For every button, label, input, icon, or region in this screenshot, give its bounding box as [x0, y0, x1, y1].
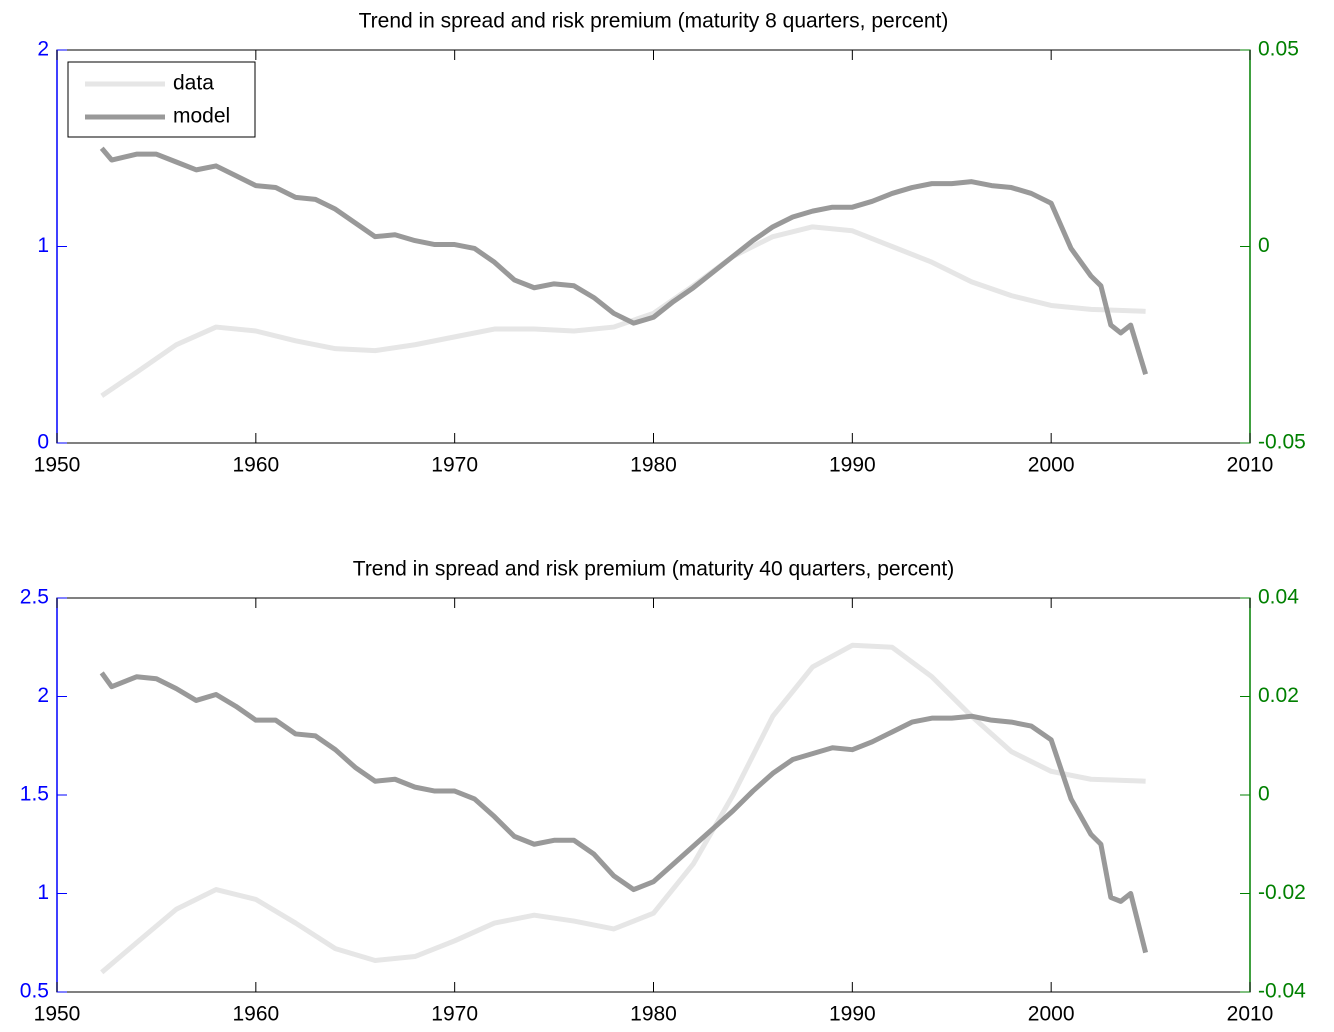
y2-tick-label: 0.02 [1258, 684, 1299, 707]
x-tick-label: 1960 [232, 454, 279, 477]
y-tick-label: 1 [37, 234, 49, 257]
y2-tick-label: 0.04 [1258, 586, 1299, 609]
x-tick-label: 1960 [232, 1003, 279, 1026]
x-tick-label: 1980 [630, 1003, 677, 1026]
x-tick-label: 1950 [34, 454, 81, 477]
x-tick-label: 1990 [829, 454, 876, 477]
x-tick-label: 1950 [34, 1003, 81, 1026]
x-tick-label: 2000 [1028, 1003, 1075, 1026]
y2-tick-label: 0 [1258, 234, 1270, 257]
legend-label: data [173, 72, 214, 95]
legend-box [67, 61, 256, 138]
x-tick-label: 1990 [829, 1003, 876, 1026]
y-tick-label: 2.5 [20, 586, 49, 609]
series-line [99, 671, 1149, 954]
x-tick-label: 2010 [1227, 1003, 1274, 1026]
series-line [100, 642, 1146, 975]
x-tick-label: 1980 [630, 454, 677, 477]
y2-tick-label: 0.05 [1258, 38, 1299, 61]
y2-tick-label: -0.04 [1258, 980, 1306, 1003]
y-tick-label: 1 [37, 881, 49, 904]
y-tick-label: 1.5 [20, 783, 49, 806]
x-tick-label: 2010 [1227, 454, 1274, 477]
y-tick-label: 2 [37, 684, 49, 707]
series-line [99, 146, 1149, 375]
y2-tick-label: 0 [1258, 783, 1270, 806]
chart-title: Trend in spread and risk premium (maturi… [353, 558, 954, 581]
y-tick-label: 0.5 [20, 980, 49, 1003]
y2-tick-label: -0.05 [1258, 431, 1306, 454]
series-line [100, 224, 1146, 398]
chart-title: Trend in spread and risk premium (maturi… [359, 10, 949, 33]
x-tick-label: 1970 [431, 1003, 478, 1026]
x-tick-label: 1970 [431, 454, 478, 477]
y-tick-label: 2 [37, 38, 49, 61]
legend-label: model [173, 105, 230, 128]
y2-tick-label: -0.02 [1258, 881, 1306, 904]
y-tick-label: 0 [37, 431, 49, 454]
x-tick-label: 2000 [1028, 454, 1075, 477]
